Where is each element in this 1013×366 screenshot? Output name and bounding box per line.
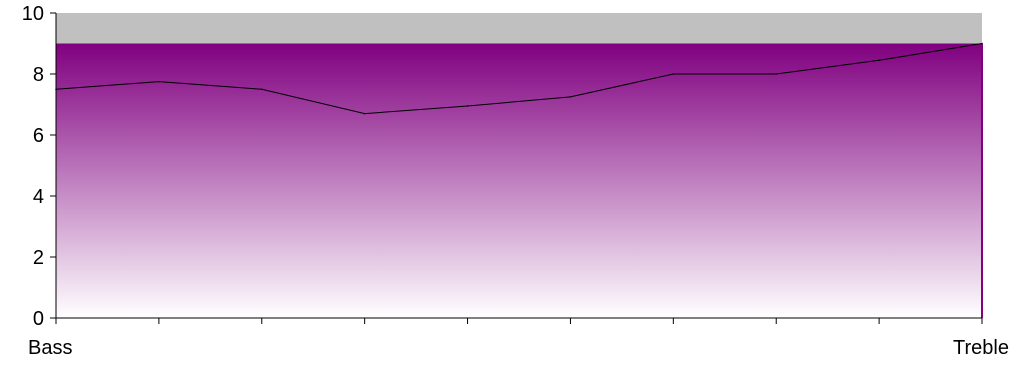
data-point — [363, 112, 366, 115]
y-tick-label: 10 — [22, 3, 44, 25]
data-point — [260, 88, 263, 91]
filled-band — [56, 43, 982, 318]
y-tick-label: 2 — [33, 247, 44, 269]
data-point — [981, 42, 983, 45]
y-ticks: 0 2 4 6 8 10 — [22, 3, 56, 330]
data-point — [569, 96, 572, 98]
data-point — [466, 105, 469, 107]
data-point — [878, 59, 880, 62]
data-point — [672, 73, 675, 75]
y-tick-label: 0 — [33, 308, 44, 330]
y-tick-label: 8 — [33, 64, 44, 86]
data-point — [775, 73, 778, 75]
y-tick-label: 6 — [33, 125, 44, 147]
y-tick-label: 4 — [33, 186, 44, 208]
x-tick-label-bass: Bass — [28, 337, 72, 359]
x-tick-label-treble: Treble — [953, 337, 1009, 359]
series-line — [55, 43, 983, 115]
data-points — [55, 42, 983, 115]
data-point — [158, 80, 160, 83]
x-ticks — [55, 318, 983, 324]
